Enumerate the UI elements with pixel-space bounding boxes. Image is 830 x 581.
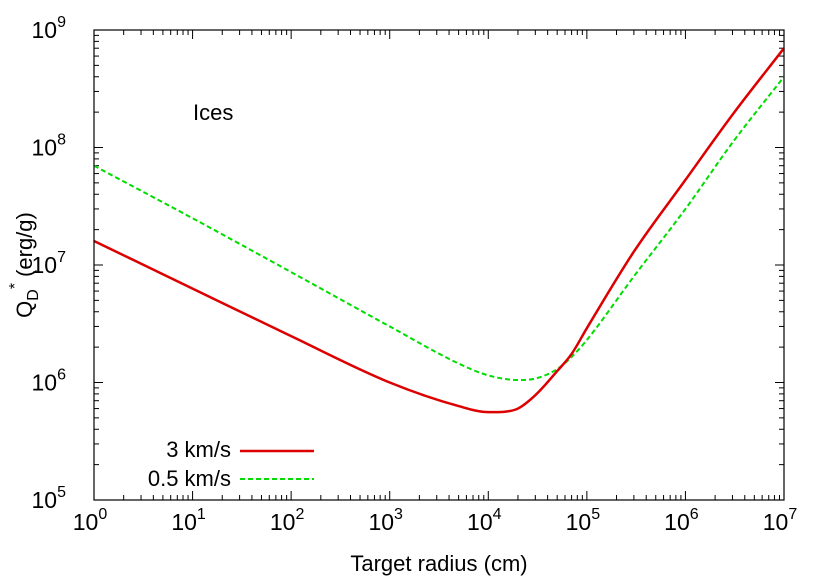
x-tick-label: 107: [763, 506, 798, 535]
x-tick-label: 105: [566, 506, 601, 535]
series-line-3-km-s: [93, 47, 785, 414]
y-axis-label-sub: D: [25, 289, 42, 301]
x-tick-label: 106: [664, 506, 699, 535]
x-tick-label: 102: [270, 506, 305, 535]
x-tick-label: 101: [171, 506, 206, 535]
plot-frame: [93, 29, 785, 501]
y-tick-label: 108: [32, 132, 67, 161]
x-tick-label: 100: [73, 506, 108, 535]
x-tick-label: 103: [368, 506, 403, 535]
y-axis-label-sup: *: [7, 283, 24, 289]
x-tick-label: 104: [467, 506, 502, 535]
x-axis-label: Target radius (cm): [350, 551, 527, 576]
ticks-layer: [93, 29, 785, 501]
tick-labels-layer: 100 101 102 103 104 105 106 107 105 106 107 108 109: [32, 14, 798, 535]
legend: 3 km/s 0.5 km/s: [148, 437, 314, 491]
y-tick-label: 109: [32, 14, 67, 43]
legend-label-0-5kms: 0.5 km/s: [148, 466, 231, 491]
y-axis-label: QD* (erg/g): [7, 212, 42, 318]
legend-label-3kms: 3 km/s: [166, 437, 231, 462]
y-axis-label-unit: (erg/g): [12, 212, 37, 277]
series-layer: [93, 47, 785, 414]
y-tick-label: 106: [32, 367, 67, 396]
y-axis-label-base: Q: [12, 301, 37, 318]
series-line-0-5-km-s: [93, 76, 785, 382]
y-tick-label: 105: [32, 484, 67, 513]
y-tick-label: 107: [32, 249, 67, 278]
annotation-ices: Ices: [193, 100, 233, 125]
